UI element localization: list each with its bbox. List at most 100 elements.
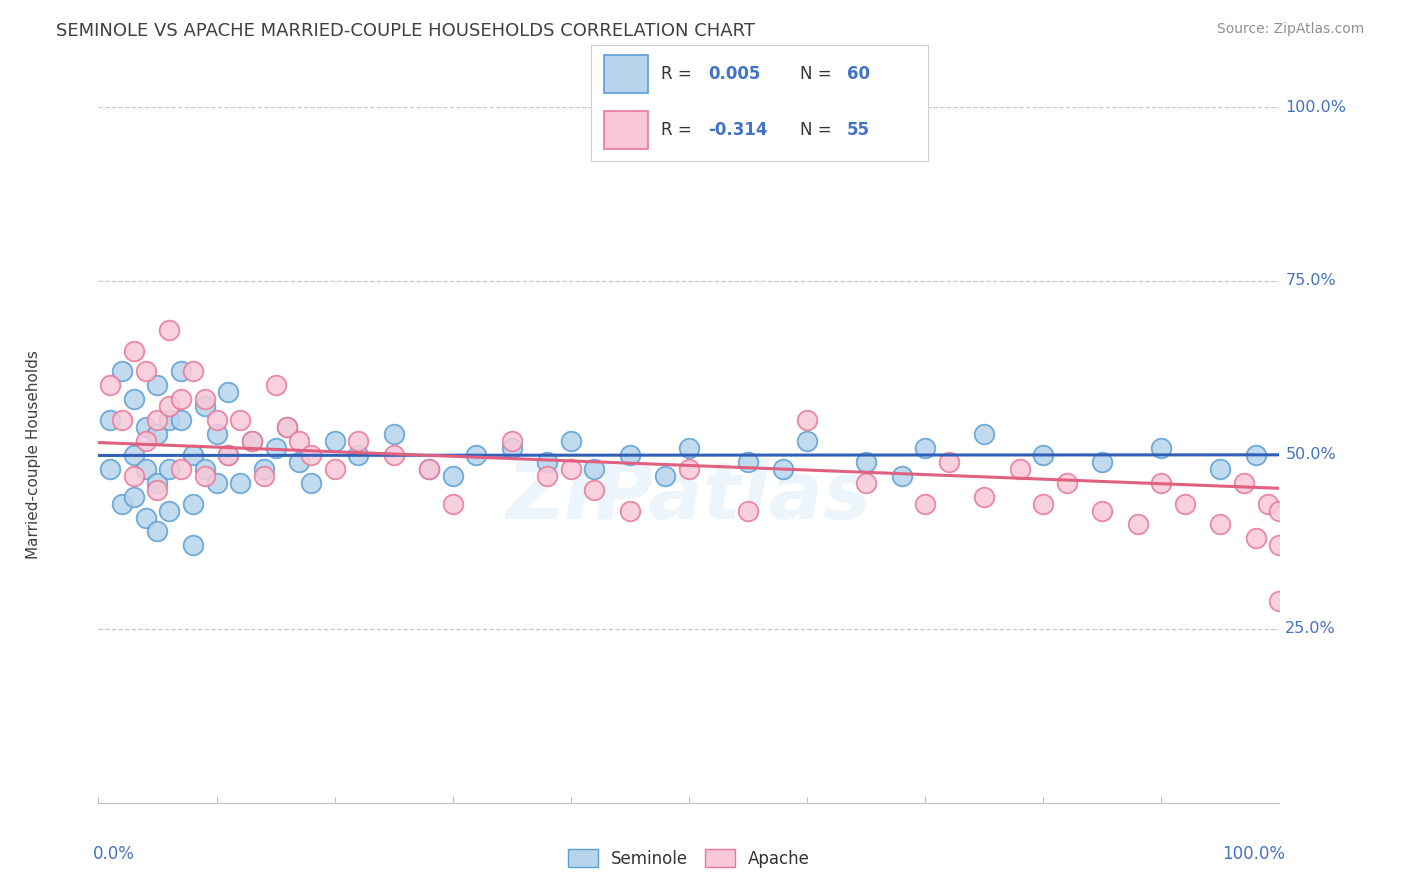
Point (299, 448, 322, 462)
Text: 100.0%: 100.0% (1222, 845, 1285, 863)
Point (288, 455, 311, 469)
Point (122, 448, 145, 462)
Point (678, 441, 700, 455)
Text: R =: R = (661, 120, 697, 139)
Point (654, 468, 676, 483)
Point (135, 364, 157, 378)
Point (240, 434, 263, 448)
Point (264, 378, 287, 392)
Point (1056, 475, 1078, 490)
Point (146, 483, 169, 497)
Text: Source: ZipAtlas.com: Source: ZipAtlas.com (1216, 22, 1364, 37)
Point (276, 420, 298, 434)
Point (157, 323, 180, 337)
Point (382, 448, 405, 462)
Point (146, 378, 169, 392)
Text: 55: 55 (846, 120, 870, 139)
Point (157, 462, 180, 476)
Point (194, 462, 217, 476)
Point (583, 483, 606, 497)
Point (181, 538, 204, 552)
Point (229, 475, 252, 490)
Point (181, 448, 204, 462)
Point (135, 510, 157, 524)
Legend: Seminole, Apache: Seminole, Apache (561, 842, 817, 874)
Point (146, 524, 169, 539)
Text: N =: N = (800, 65, 837, 83)
Point (240, 434, 263, 448)
Point (1091, 455, 1114, 469)
Point (347, 434, 370, 448)
Point (135, 462, 157, 476)
Point (441, 468, 464, 483)
Point (217, 385, 239, 400)
Text: ZIPatlas: ZIPatlas (506, 458, 872, 536)
Point (1008, 462, 1031, 476)
Point (122, 468, 145, 483)
Point (772, 462, 794, 476)
Point (146, 427, 169, 442)
Point (111, 413, 134, 427)
Point (98, 413, 121, 427)
Point (914, 441, 936, 455)
Bar (605, 111, 648, 149)
Point (1150, 475, 1173, 490)
Point (465, 448, 488, 462)
Point (347, 448, 370, 462)
Point (1233, 475, 1256, 490)
Point (1091, 503, 1114, 517)
Point (1268, 594, 1291, 608)
Point (98, 462, 121, 476)
Point (170, 364, 193, 378)
Point (276, 420, 298, 434)
Text: 0.0%: 0.0% (93, 845, 135, 863)
Point (111, 497, 134, 511)
Point (796, 413, 818, 427)
Point (855, 475, 877, 490)
Text: SEMINOLE VS APACHE MARRIED-COUPLE HOUSEHOLDS CORRELATION CHART: SEMINOLE VS APACHE MARRIED-COUPLE HOUSEH… (56, 22, 755, 40)
Point (194, 392, 217, 407)
Point (1174, 497, 1197, 511)
Point (1244, 448, 1267, 462)
Text: 75.0%: 75.0% (1285, 274, 1336, 288)
Point (619, 503, 641, 517)
Point (264, 441, 287, 455)
Point (1032, 448, 1054, 462)
Bar (605, 55, 648, 94)
Point (973, 490, 995, 504)
Point (1209, 517, 1232, 532)
Point (146, 413, 169, 427)
Point (536, 455, 558, 469)
Text: 25.0%: 25.0% (1285, 622, 1336, 636)
Point (1257, 497, 1279, 511)
Point (914, 497, 936, 511)
Point (501, 441, 523, 455)
Point (382, 427, 405, 442)
Text: 60: 60 (846, 65, 870, 83)
Point (1150, 441, 1173, 455)
Point (157, 503, 180, 517)
Point (1126, 517, 1149, 532)
Point (205, 413, 228, 427)
Point (501, 434, 523, 448)
Point (796, 434, 818, 448)
Point (122, 392, 145, 407)
Point (194, 468, 217, 483)
Point (560, 462, 582, 476)
Point (217, 448, 239, 462)
Point (1032, 497, 1054, 511)
Point (122, 343, 145, 358)
Point (288, 434, 311, 448)
Text: 100.0%: 100.0% (1285, 100, 1347, 114)
Point (973, 427, 995, 442)
Point (418, 462, 440, 476)
Point (98, 378, 121, 392)
Text: R =: R = (661, 65, 697, 83)
Point (299, 475, 322, 490)
Text: 0.005: 0.005 (709, 65, 761, 83)
Text: 50.0%: 50.0% (1285, 448, 1336, 462)
Point (217, 448, 239, 462)
Point (1209, 462, 1232, 476)
Point (181, 497, 204, 511)
Point (205, 475, 228, 490)
